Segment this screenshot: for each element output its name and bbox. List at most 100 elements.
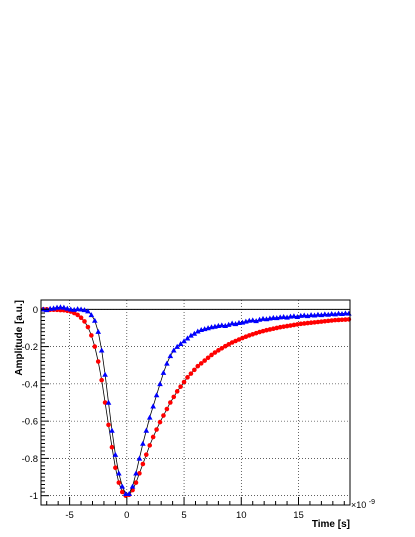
y-tick-label: -0.6 [22,417,38,428]
data-point [260,315,266,321]
y-tick-label: -0.4 [22,379,38,390]
x-tick-label: 5 [181,510,186,521]
data-point [109,444,115,450]
data-point [322,318,328,324]
data-point [85,324,91,330]
data-point [332,317,338,323]
data-point [153,392,160,398]
data-point [92,344,98,349]
y-tick-label: 0 [33,305,38,316]
data-point [308,312,314,318]
data-point [174,389,180,394]
data-point [295,322,300,327]
data-point [140,461,146,467]
data-point [109,427,115,433]
x-multiplier-base: ×10 [351,500,366,510]
data-point [78,315,84,321]
data-point [301,312,308,318]
data-point [195,363,201,369]
data-point [198,361,204,366]
data-point [98,347,105,353]
data-point [280,313,287,320]
data-point [222,343,228,349]
data-point [319,319,324,324]
data-point [301,321,307,326]
data-point [322,311,328,317]
data-point [143,452,149,457]
data-point [267,327,273,332]
data-point [150,434,156,440]
data-point [157,419,163,425]
data-point [119,483,126,489]
x-axis-multiplier: ×10 -9 [351,499,375,510]
x-tick-label: -5 [65,510,73,521]
data-point [312,320,317,325]
series-1 [40,307,352,498]
data-point [143,427,150,433]
data-point [194,328,201,334]
data-point [64,305,71,311]
data-point [74,306,81,312]
data-point [281,324,286,329]
data-point [112,451,119,457]
data-point [271,326,276,332]
data-point [291,313,297,319]
data-point [336,317,341,323]
data-point [298,321,304,327]
data-point [91,317,98,323]
data-point [308,320,314,326]
data-point [161,413,166,418]
data-point [219,345,225,351]
data-point [168,400,173,405]
data-point [181,338,187,344]
data-point [88,312,95,318]
data-point [191,330,198,336]
data-point [160,369,167,375]
data-point [188,371,194,376]
data-point [167,353,174,359]
series-2 [40,304,352,497]
x-tick-label: 10 [236,510,247,521]
data-point [75,312,80,318]
data-point [209,352,214,358]
data-point [185,375,190,380]
data-point [229,340,235,345]
data-point [170,347,177,353]
data-point [192,367,197,373]
axis-ticks: -5 0 5 10 15 0 -0.2 -0.4 -0.6 -0.8 -1 [22,305,345,521]
data-point [95,328,102,334]
data-point [343,317,348,322]
data-point [178,384,183,389]
x-tick-label: 15 [293,510,304,521]
y-tick-label: -1 [30,491,38,502]
data-point [249,317,256,323]
x-multiplier-exponent: -9 [369,499,375,506]
data-point [61,304,67,310]
data-point [264,327,269,333]
data-point [116,470,122,476]
data-point [212,350,218,355]
data-point [274,325,280,331]
y-tick-label: -0.2 [22,342,38,353]
data-point [133,480,139,485]
data-point [136,455,143,461]
data-point [315,319,321,325]
data-point [177,340,184,347]
data-point [150,403,156,409]
data-point [116,480,122,485]
data-point [95,359,101,364]
data-point [288,323,293,328]
data-point [270,314,277,320]
data-point [181,379,187,385]
data-point [225,321,232,327]
data-point [81,307,88,313]
data-point [67,306,74,312]
data-point [102,400,108,405]
data-point [174,343,180,349]
data-point [188,332,194,338]
data-point [202,358,207,363]
data-point [253,318,259,324]
data-point [328,310,335,317]
